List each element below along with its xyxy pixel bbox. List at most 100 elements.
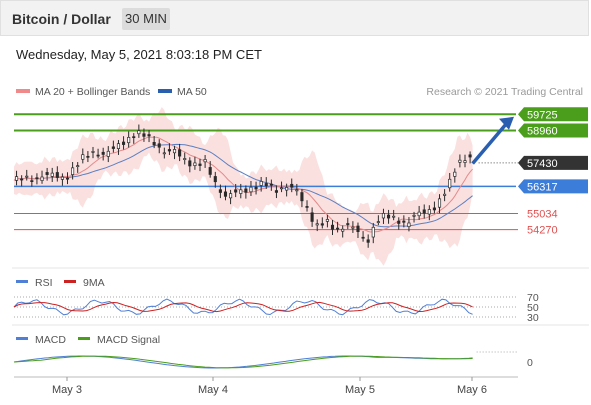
candle-body: [152, 142, 156, 146]
candle-body: [60, 176, 64, 180]
ma20-path: [13, 136, 473, 233]
level-tag-56317: [518, 179, 588, 194]
ma50-path: [13, 143, 473, 228]
candle-body: [371, 226, 375, 238]
candle-body: [106, 150, 110, 157]
candle-body: [137, 130, 141, 135]
macd-panel: 0: [13, 351, 533, 369]
candle-body: [330, 224, 335, 230]
candle-body: [234, 189, 238, 193]
candle-body: [101, 151, 105, 155]
rsi-ma-legend-label: 9MA: [83, 277, 105, 289]
candle-body: [249, 186, 253, 193]
level-label-55034: 55034: [527, 209, 558, 221]
level-lines: [14, 113, 518, 231]
candle-body: [443, 193, 447, 196]
x-ticks: May 3 May 4 May 5 May 6: [52, 377, 487, 396]
candle-body: [254, 186, 258, 190]
macd-signal-legend-swatch: [78, 337, 90, 340]
candle-body: [147, 134, 151, 137]
candle-body: [30, 180, 34, 182]
candle-body: [366, 239, 370, 243]
candle-body: [300, 192, 304, 202]
ma20-legend-label: MA 20 + Bollinger Bands: [35, 86, 150, 98]
ma20-legend-swatch: [16, 89, 30, 93]
chart-title: Bitcoin / Dollar: [12, 11, 111, 27]
candle-body: [45, 172, 49, 175]
candle-body: [295, 189, 299, 192]
candle-body: [290, 183, 294, 188]
candle-body: [453, 171, 457, 177]
candle-body: [116, 143, 121, 149]
candle-body: [356, 225, 360, 233]
candle-body: [387, 214, 391, 219]
candle-body: [188, 160, 192, 167]
ma50-legend-label: MA 50: [177, 86, 207, 98]
level-tag-58960: [518, 123, 588, 138]
candle-body: [458, 159, 462, 163]
candle-body: [285, 187, 289, 191]
candle-body: [81, 154, 85, 160]
candle-body: [392, 215, 396, 218]
rsi-ma-line: [13, 301, 473, 313]
candle-body: [223, 191, 228, 197]
ma50-legend-swatch: [158, 89, 172, 93]
candle-body: [417, 211, 421, 217]
candle-body: [432, 207, 436, 211]
x-tick-label: May 4: [198, 384, 228, 396]
candle-body: [172, 149, 177, 154]
candle-body: [279, 187, 284, 190]
candle-body: [65, 177, 70, 180]
candle-body: [422, 209, 426, 214]
rsi-tick-50: 50: [527, 302, 539, 314]
candle-body: [239, 189, 243, 194]
candle-body: [35, 177, 39, 180]
research-credit: Research © 2021 Trading Central: [426, 86, 583, 98]
candle-body: [269, 183, 273, 186]
candle-body: [218, 189, 222, 193]
candle-body: [259, 181, 263, 186]
candle-body: [91, 151, 95, 153]
candle-body: [397, 220, 401, 224]
candle-body: [157, 143, 161, 148]
candle-body: [463, 160, 467, 163]
candle-body: [122, 141, 126, 145]
candle-body: [40, 176, 44, 181]
macd-signal-line: [13, 355, 473, 369]
candle-body: [76, 165, 80, 167]
candle-body: [86, 155, 90, 158]
rsi-tick-30: 30: [527, 312, 539, 324]
level-label-59725: 59725: [527, 109, 558, 121]
level-tag-59725: [518, 107, 588, 122]
level-tag-57430: [518, 155, 588, 170]
candle-body: [437, 198, 442, 208]
candle-body: [198, 163, 202, 166]
rsi-legend-swatch: [16, 280, 28, 283]
candle-body: [315, 223, 319, 226]
candle-body: [229, 193, 233, 199]
candle-body: [427, 209, 431, 215]
candle-body: [381, 213, 386, 219]
level-label-58960: 58960: [527, 125, 558, 137]
candle-body: [71, 167, 75, 175]
macd-legend-label: MACD: [35, 334, 66, 346]
macd-signal-legend-label: MACD Signal: [97, 334, 160, 346]
level-label-56317: 56317: [527, 181, 558, 193]
level-label-57430: 57430: [527, 158, 558, 170]
candle-body: [361, 236, 365, 239]
candle-body: [351, 226, 355, 229]
chart-header: Bitcoin / Dollar 30 MIN: [0, 0, 589, 36]
candle-body: [402, 220, 406, 223]
candle-body: [132, 136, 136, 139]
candle-body: [320, 223, 324, 226]
candle-body: [111, 146, 115, 149]
candle-body: [336, 227, 340, 230]
candle-body: [407, 222, 411, 228]
rsi-legend-label: RSI: [35, 277, 53, 289]
x-tick-label: May 6: [457, 384, 487, 396]
timeframe-badge[interactable]: 30 MIN: [122, 8, 170, 30]
candle-body: [341, 228, 345, 232]
candle-body: [468, 154, 472, 158]
